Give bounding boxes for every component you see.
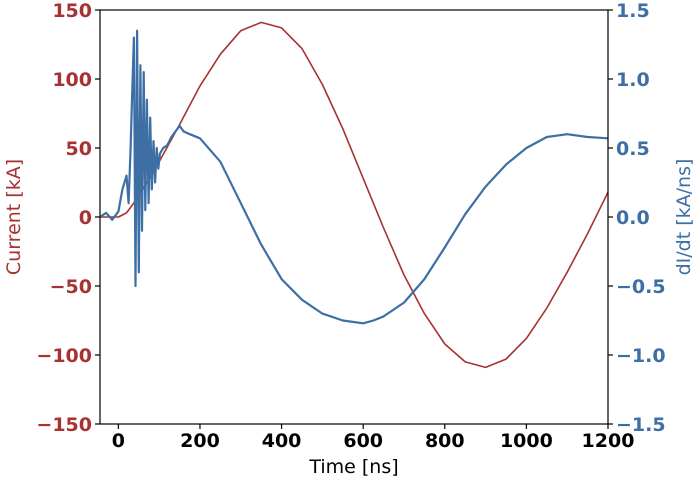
left-y-tick-label: 100 (52, 69, 92, 91)
tick-marks (95, 9, 613, 429)
plot-area (99, 21, 609, 369)
x-tick-label: 400 (262, 430, 302, 452)
plot-frame (99, 9, 609, 425)
left-y-tick-label: 0 (79, 207, 92, 229)
x-tick-label: 800 (425, 430, 465, 452)
right-y-tick-label: −1.0 (616, 345, 666, 367)
x-tick-label: 0 (112, 430, 125, 452)
left-y-tick-label: −100 (36, 345, 92, 367)
right-y-tick-label: 0.5 (616, 138, 650, 160)
left-y-tick-label: 50 (66, 138, 92, 160)
right-y-tick-label: −1.5 (616, 414, 666, 436)
left-y-tick-label: 150 (52, 0, 92, 22)
left-y-tick-label: −50 (50, 276, 92, 298)
x-tick-label: 200 (180, 430, 220, 452)
x-tick-label: 1200 (582, 430, 635, 452)
right-y-tick-label: 1.5 (616, 0, 650, 22)
x-tick-label: 600 (343, 430, 383, 452)
left-y-tick-label: −150 (36, 414, 92, 436)
right-y-axis-label: dI/dt [kA/ns] (673, 159, 695, 276)
x-tick-label: 1000 (500, 430, 553, 452)
right-y-tick-label: −0.5 (616, 276, 666, 298)
right-y-tick-label: 0.0 (616, 207, 650, 229)
right-y-tick-label: 1.0 (616, 69, 650, 91)
x-axis-label: Time [ns] (308, 456, 398, 478)
didt-series-line (99, 29, 609, 325)
current-series-line (100, 21, 609, 369)
left-y-axis-label: Current [kA] (3, 159, 25, 275)
